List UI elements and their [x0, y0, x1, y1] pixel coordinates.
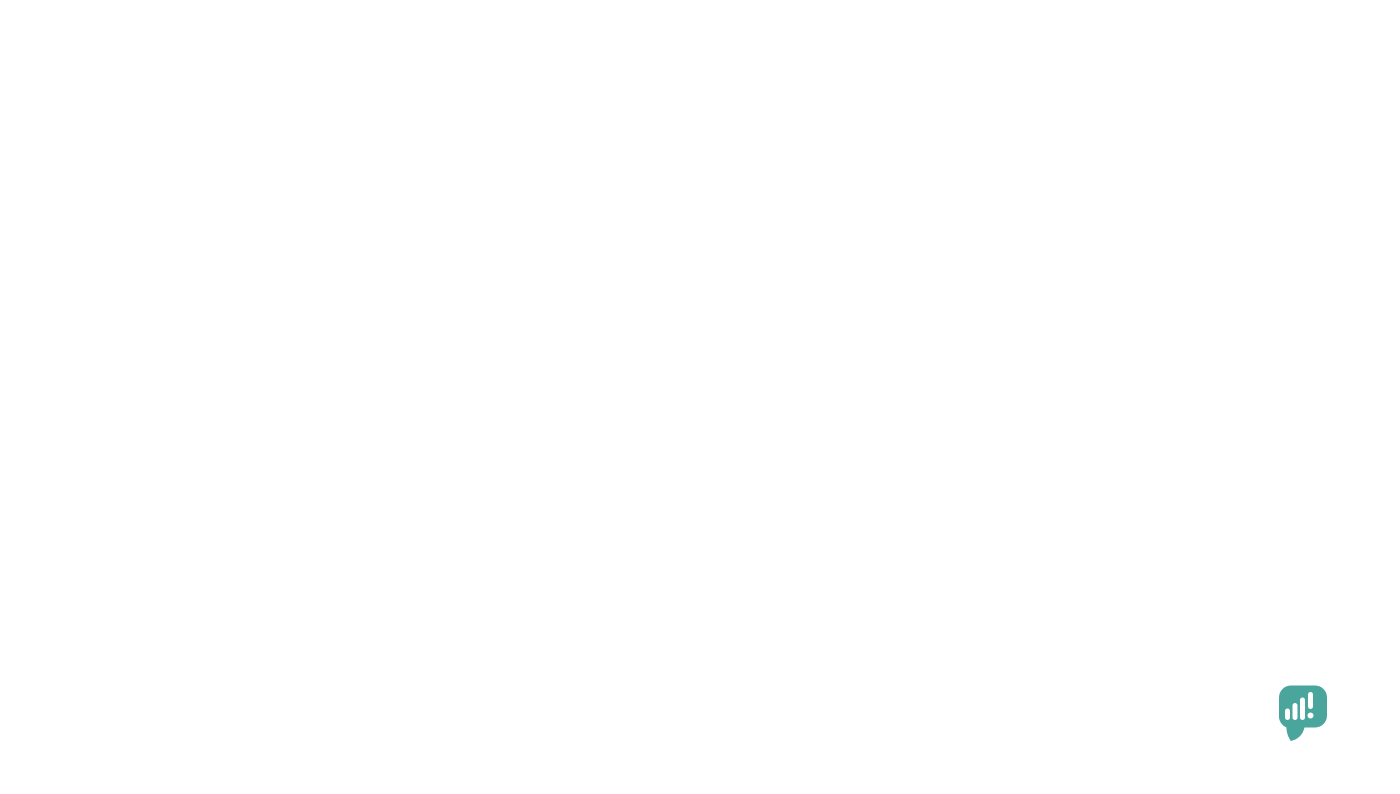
exclamation-dot	[1307, 712, 1314, 719]
bar-chart-speech-bubble-icon	[1278, 685, 1327, 741]
mini-bar-chart-glyph	[1285, 692, 1313, 720]
newsworthy-branding	[1277, 684, 1340, 742]
